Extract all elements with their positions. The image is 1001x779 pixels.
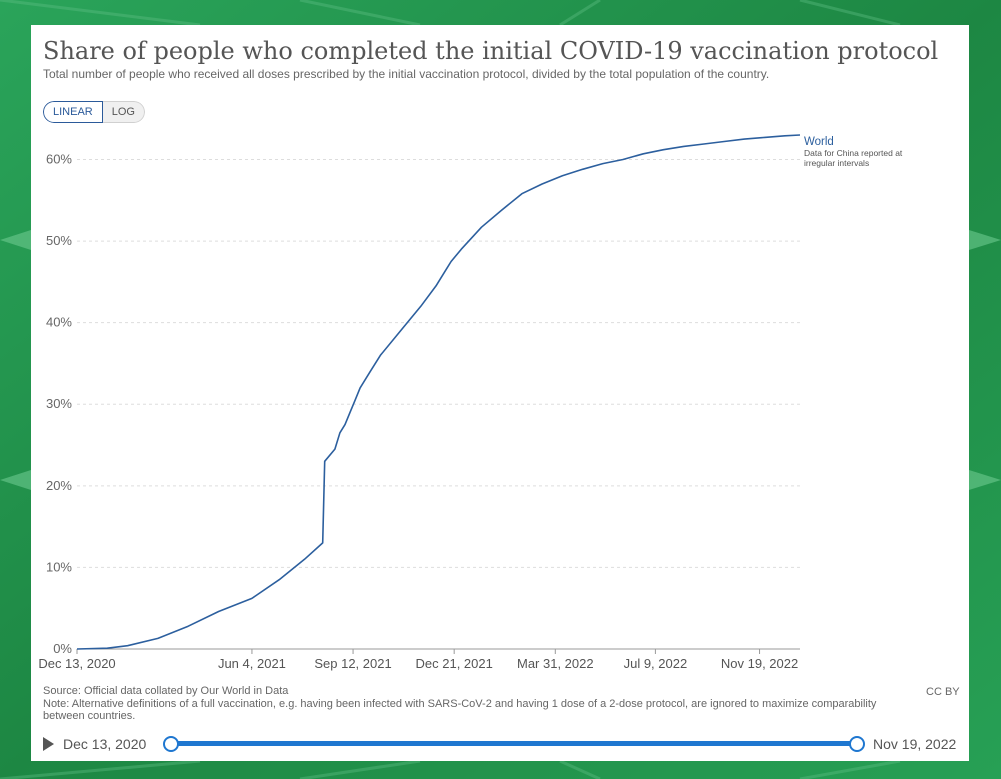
timeline-start-label: Dec 13, 2020 [63,736,147,752]
timeline-track[interactable] [167,741,859,746]
x-tick-label: Sep 12, 2021 [314,656,391,671]
y-tick-label: 40% [46,315,72,330]
play-icon[interactable] [43,737,54,751]
x-axis: Dec 13, 2020 Jun 4, 2021 Sep 12, 2021 Dec 2… [38,648,800,671]
x-tick-label: Nov 19, 2022 [721,656,798,671]
y-tick-label: 0% [53,641,72,656]
x-tick-label: Jul 9, 2022 [624,656,688,671]
timeline-end-handle[interactable] [849,736,865,752]
scale-toggle: LINEAR LOG [43,101,145,123]
x-tick-label: Dec 13, 2020 [38,656,115,671]
y-axis-ticks: 0% 10% 20% 30% 40% 50% 60% [46,151,72,656]
timeline: Dec 13, 2020 Nov 19, 2022 [43,735,959,755]
footer: Source: Official data collated by Our Wo… [43,685,903,723]
note-text: Note: Alternative definitions of a full … [43,697,877,723]
linear-button[interactable]: LINEAR [43,101,103,123]
chart-subtitle: Total number of people who received all … [43,67,770,81]
series-note-line: Data for China reported at [804,148,903,158]
y-tick-label: 30% [46,396,72,411]
chart-card: Share of people who completed the initia… [31,25,969,761]
y-tick-label: 50% [46,233,72,248]
series-layer [76,134,801,650]
gridlines [77,158,800,568]
y-tick-label: 60% [46,151,72,166]
source-text: Source: Official data collated by Our Wo… [43,685,289,697]
chart-title: Share of people who completed the initia… [43,37,939,65]
timeline-start-handle[interactable] [163,736,179,752]
x-tick-label: Dec 21, 2021 [416,656,493,671]
y-tick-label: 10% [46,559,72,574]
series-name-label: World [804,136,834,148]
line-chart: 0% 10% 20% 30% 40% 50% 60% Dec 13, 2020 Jun 4, … [38,134,903,671]
series-note-line: irregular intervals [804,158,869,168]
license-link[interactable]: CC BY [926,686,960,698]
x-tick-label: Mar 31, 2022 [517,656,594,671]
y-tick-label: 20% [46,478,72,493]
series-line-world [76,134,801,650]
timeline-end-label: Nov 19, 2022 [873,736,957,752]
log-button[interactable]: LOG [102,101,145,123]
x-tick-label: Jun 4, 2021 [218,656,286,671]
